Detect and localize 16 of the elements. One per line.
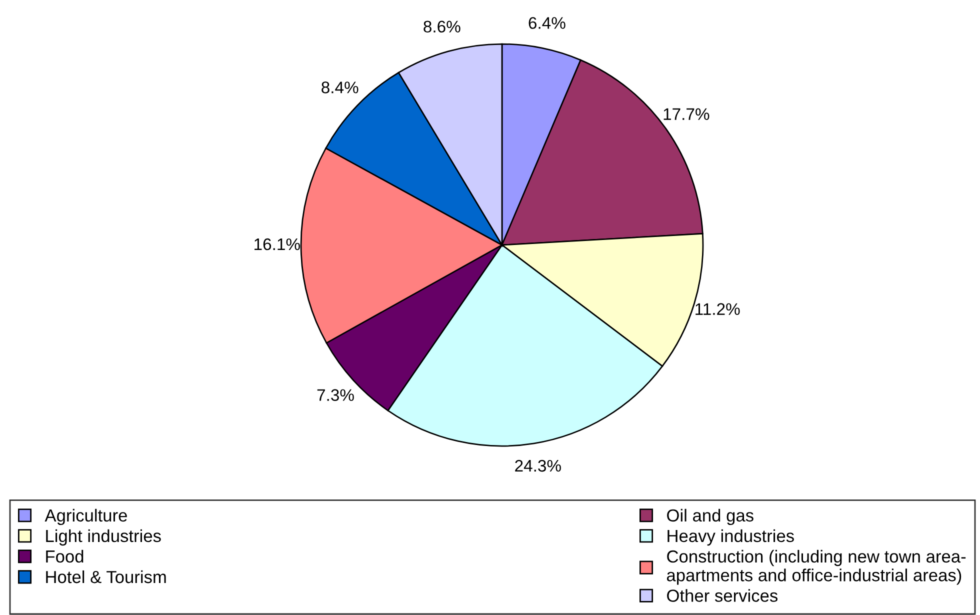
legend-label: Construction (including new town area- apartments and office-industrial areas)	[666, 550, 966, 585]
data-label: 8.4%	[322, 82, 358, 94]
legend-label: Food	[46, 550, 84, 563]
legend-label: Heavy industries	[668, 529, 794, 546]
data-label: 17.7%	[664, 108, 710, 120]
data-label: 16.1%	[254, 238, 300, 250]
legend-label: Hotel & Tourism	[46, 570, 166, 584]
legend-label: Light industries	[46, 529, 161, 546]
data-label: 24.3%	[515, 460, 561, 472]
legend-label: Oil and gas	[667, 508, 754, 526]
legend-label: Other services	[667, 589, 778, 602]
data-label: 7.3%	[317, 389, 354, 401]
legend-label: Agriculture	[44, 508, 127, 526]
data-label: 11.2%	[696, 303, 740, 315]
data-label: 8.6%	[424, 20, 460, 33]
data-label: 6.4%	[528, 17, 566, 29]
